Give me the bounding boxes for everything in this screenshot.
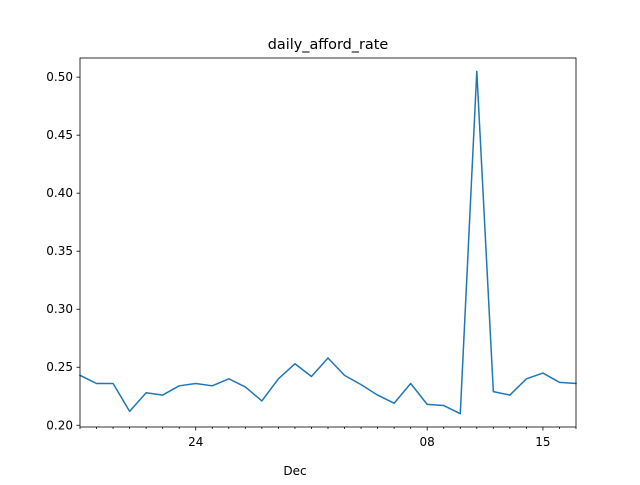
y-tick-label: 0.25 (46, 360, 73, 374)
series-line (78, 70, 577, 415)
plot-series (78, 70, 577, 415)
plot-frame (79, 57, 577, 428)
y-tick-label: 0.30 (46, 302, 73, 316)
x-tick-label: 15 (535, 435, 550, 449)
x-tick-label: 08 (420, 435, 435, 449)
chart-title: daily_afford_rate (268, 37, 389, 53)
y-tick-label: 0.50 (46, 70, 73, 84)
x-axis-label: Dec (283, 464, 306, 478)
y-tick-label: 0.35 (46, 244, 73, 258)
y-tick-label: 0.20 (46, 418, 73, 432)
y-axis: 0.20 0.25 0.30 0.35 0.40 0.45 0.50 (46, 70, 80, 432)
x-tick-label: 24 (188, 435, 203, 449)
y-tick-label: 0.40 (46, 186, 73, 200)
y-tick-label: 0.45 (46, 128, 73, 142)
